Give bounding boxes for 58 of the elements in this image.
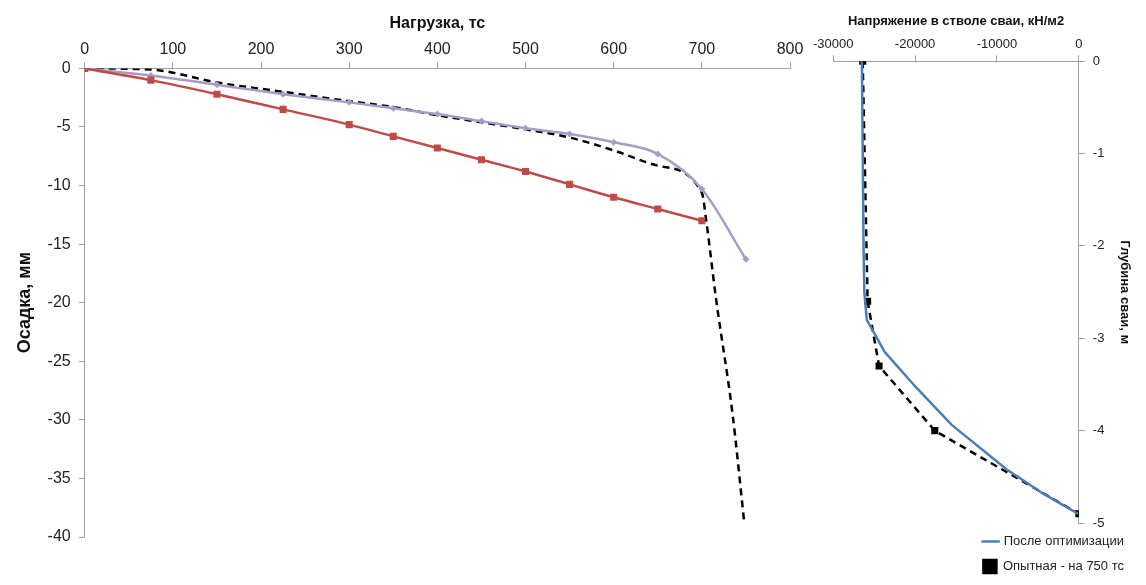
legend-label: Опытная - на 750 тс <box>1002 558 1125 574</box>
y-tick-label: -5 <box>56 117 71 135</box>
legend-label: После оптимизации <box>1003 533 1125 549</box>
x-axis-title: Напряжение в стволе сваи, кН/м2 <box>847 13 1065 29</box>
x-tick-label: 500 <box>512 40 539 58</box>
y-tick-label: 0 <box>61 58 71 76</box>
point <box>345 121 353 129</box>
y-tick-label: -15 <box>47 234 71 252</box>
x-tick-label: 400 <box>424 40 451 58</box>
x-tick-label: 200 <box>247 40 275 58</box>
point <box>433 144 441 152</box>
y-tick-label: -5 <box>1092 514 1105 530</box>
x-tick-label: 100 <box>159 40 187 58</box>
x-tick-label: 0 <box>1075 35 1083 51</box>
point <box>610 193 618 201</box>
point <box>566 180 574 188</box>
x-tick-label: 300 <box>335 40 363 58</box>
point <box>566 130 574 138</box>
point <box>654 150 662 158</box>
x-tick-label: -20000 <box>894 35 936 51</box>
y-axis-title: Осадка, мм <box>13 252 34 354</box>
point <box>742 255 750 263</box>
y-tick-label: -30 <box>47 410 71 428</box>
point <box>698 217 706 225</box>
y-tick-label: -2 <box>1092 237 1105 253</box>
point <box>279 105 287 113</box>
y-tick-label: -40 <box>47 527 71 545</box>
point <box>389 104 397 112</box>
y-tick-label: -4 <box>1092 422 1105 438</box>
y-tick-label: -3 <box>1092 329 1105 345</box>
x-tick-label: 0 <box>80 40 90 58</box>
point <box>522 124 530 132</box>
x-tick-label: 800 <box>776 40 804 58</box>
y-tick-label: -20 <box>47 293 71 311</box>
point <box>698 185 706 193</box>
y-tick-label: 0 <box>1092 52 1101 68</box>
x-tick-label: 700 <box>688 40 716 58</box>
point <box>610 138 618 146</box>
y-tick-label: -25 <box>47 351 71 369</box>
y-tick-label: -1 <box>1092 145 1105 161</box>
point <box>213 90 221 98</box>
point <box>654 205 662 213</box>
point <box>875 362 883 370</box>
point <box>147 76 155 84</box>
x-tick-label: 600 <box>600 40 628 58</box>
point <box>931 427 939 435</box>
point <box>279 90 287 98</box>
x-axis-title: Нагрузка, тс <box>389 14 486 32</box>
x-tick-label: -10000 <box>976 35 1018 51</box>
point <box>477 156 485 164</box>
x-tick-label: -30000 <box>813 35 854 51</box>
point <box>521 167 530 176</box>
y-tick-label: -35 <box>47 468 71 486</box>
point <box>345 98 353 106</box>
point <box>389 132 397 140</box>
y-tick-label: -10 <box>47 175 71 193</box>
point <box>213 81 221 89</box>
y-axis-title: Глубина сваи, м <box>1117 240 1133 345</box>
